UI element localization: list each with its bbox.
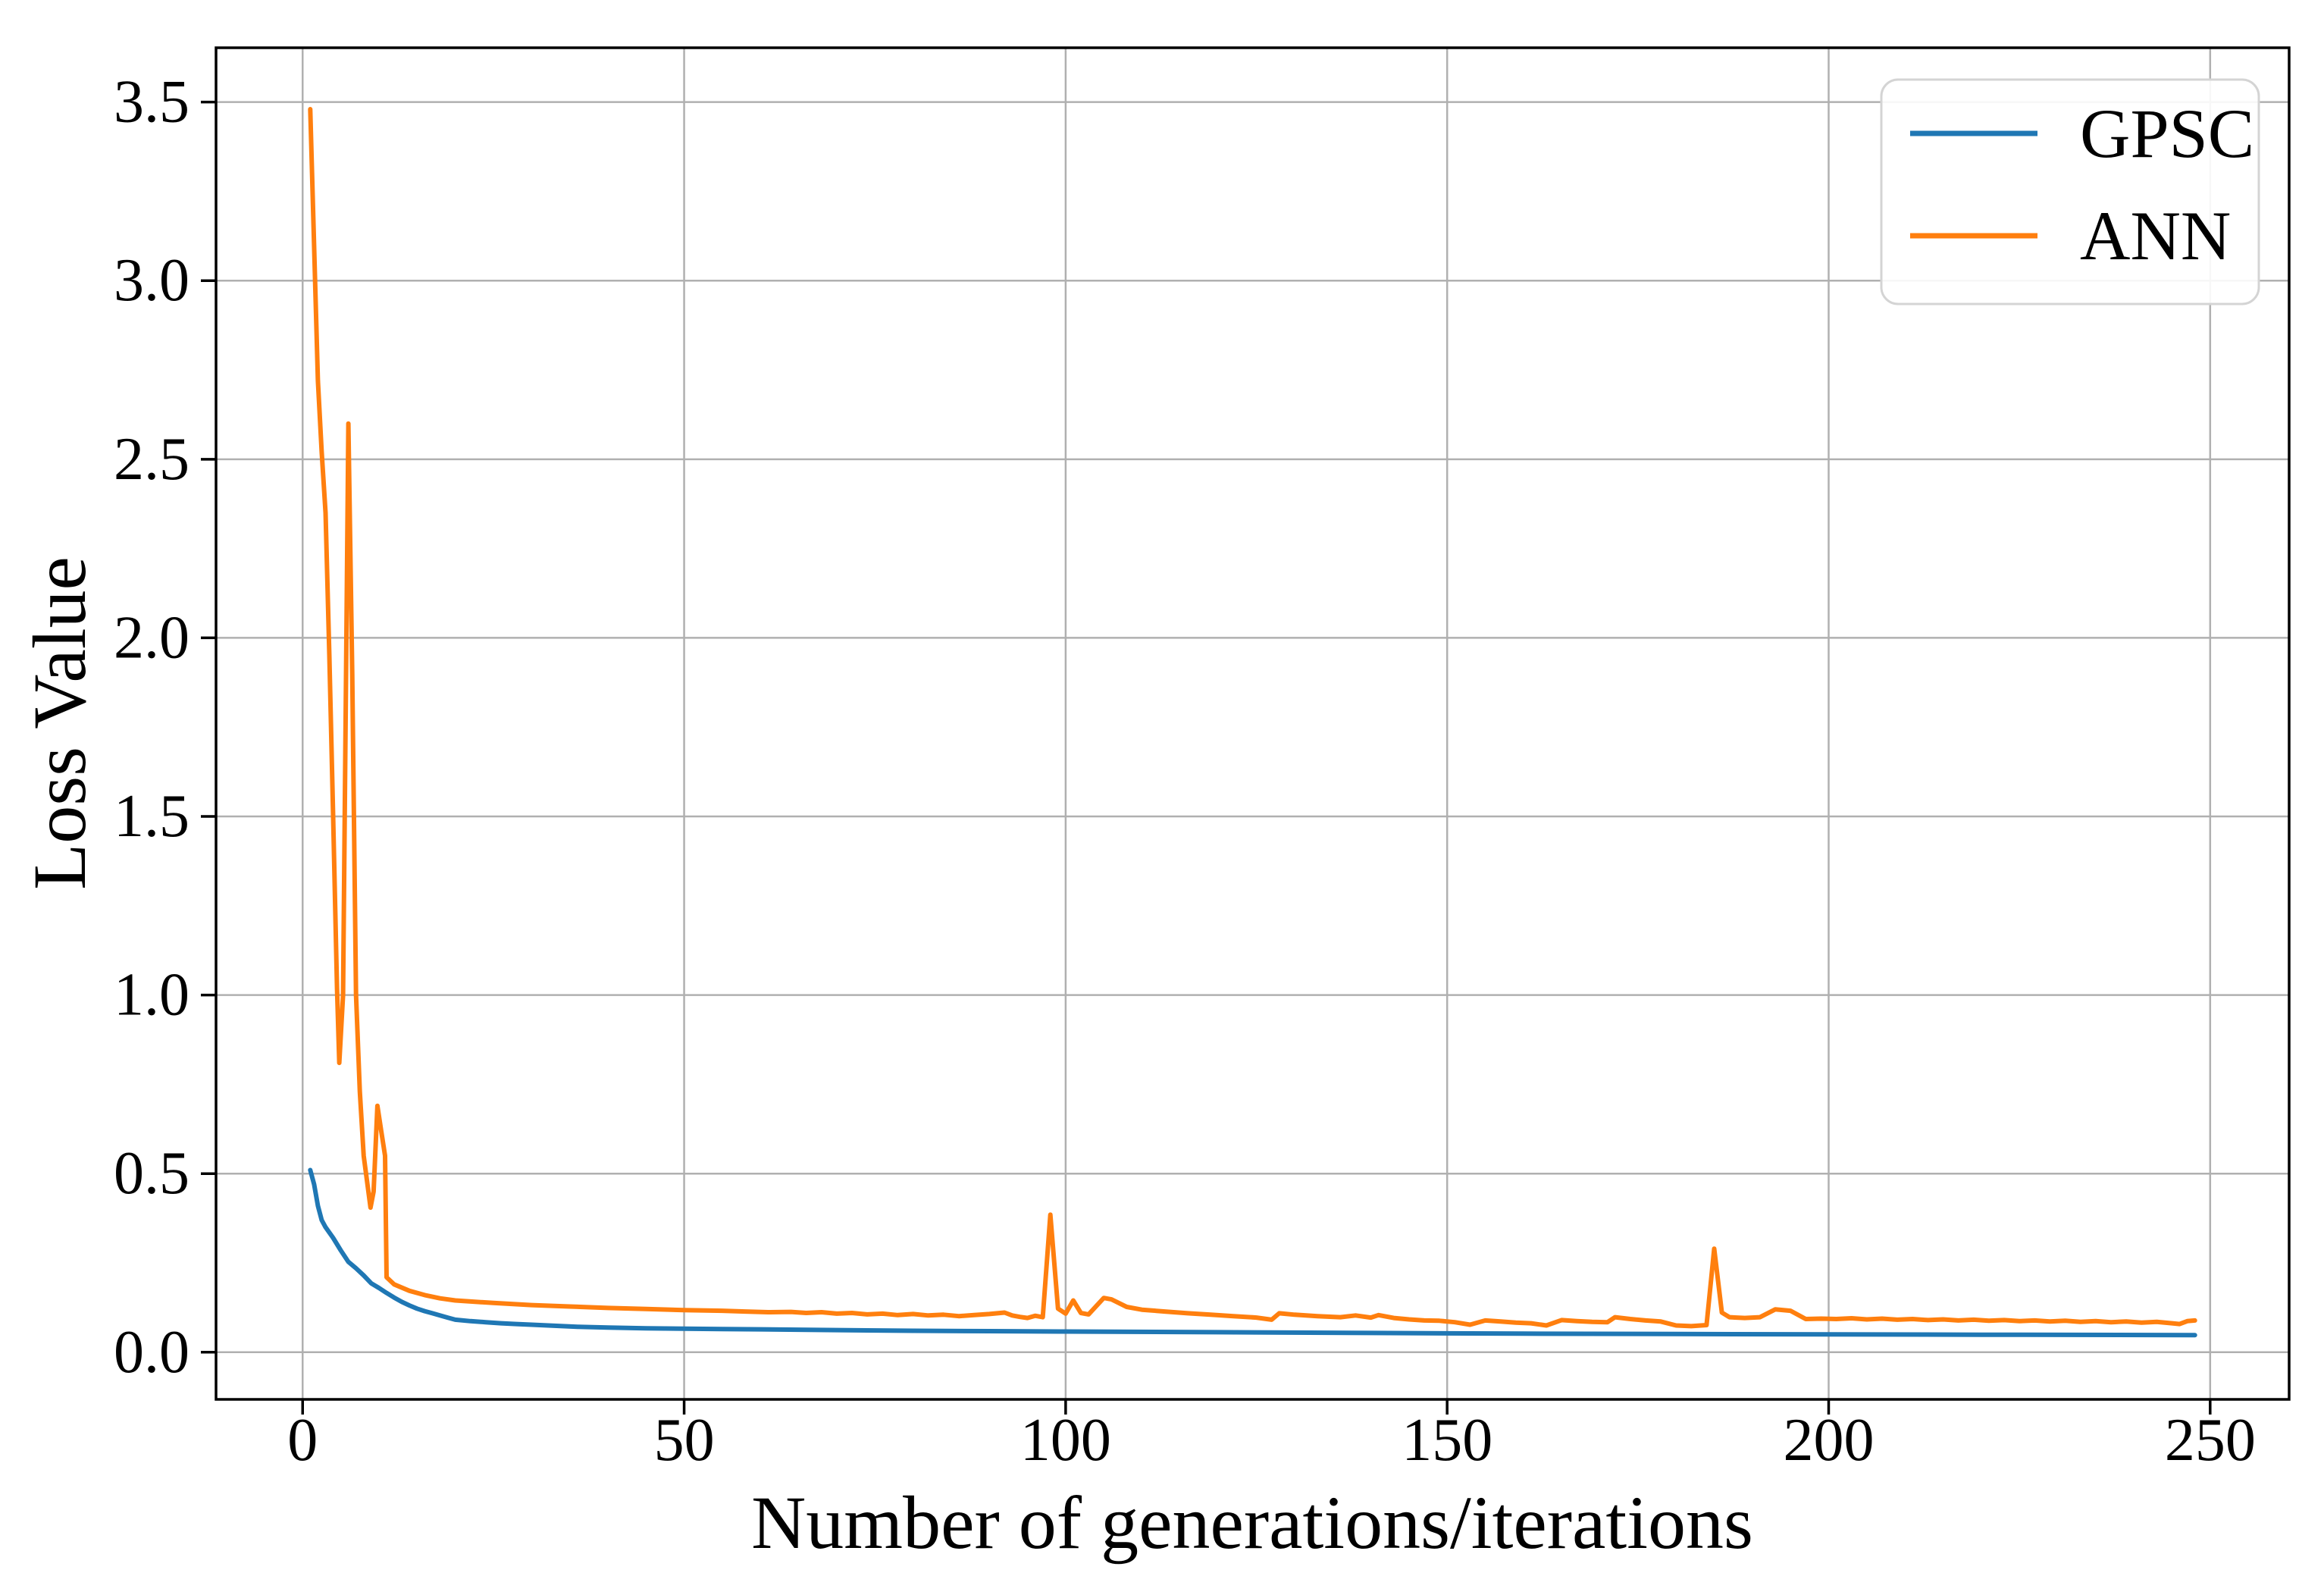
- y-axis-label: Loss Value: [17, 556, 102, 890]
- legend: GPSC ANN: [1880, 78, 2260, 305]
- x-axis-label: Number of generations/iterations: [751, 1480, 1753, 1565]
- x-tick-label: 100: [1020, 1407, 1111, 1474]
- y-tick-label: 2.0: [114, 604, 189, 671]
- x-tick-label: 0: [287, 1407, 318, 1474]
- series-line-ann: [308, 107, 2197, 1329]
- legend-entry-gpsc: GPSC: [1910, 95, 2254, 172]
- axis-ticks: 0 50 100 150 200 250 0.0 0.5 1.0 1.5 2.0 2.5 3.0 3.5: [114, 69, 2256, 1474]
- x-tick-label: 250: [2165, 1407, 2256, 1474]
- legend-label-gpsc: GPSC: [2080, 95, 2254, 172]
- x-tick-label: 50: [654, 1407, 715, 1474]
- legend-entry-ann: ANN: [1910, 197, 2231, 274]
- y-tick-label: 1.0: [114, 962, 189, 1029]
- x-tick-label: 200: [1784, 1407, 1875, 1474]
- plot-frame: [215, 46, 2291, 1401]
- y-tick-label: 1.5: [114, 783, 189, 850]
- legend-label-ann: ANN: [2080, 197, 2231, 274]
- series-lines: [308, 107, 2197, 1338]
- y-tick-label: 2.5: [114, 426, 189, 493]
- y-tick-label: 0.0: [114, 1319, 189, 1386]
- y-tick-label: 3.5: [114, 69, 189, 136]
- series-line-gpsc: [308, 1167, 2197, 1338]
- y-tick-label: 0.5: [114, 1140, 189, 1207]
- x-tick-label: 150: [1402, 1407, 1492, 1474]
- y-tick-label: 3.0: [114, 247, 189, 314]
